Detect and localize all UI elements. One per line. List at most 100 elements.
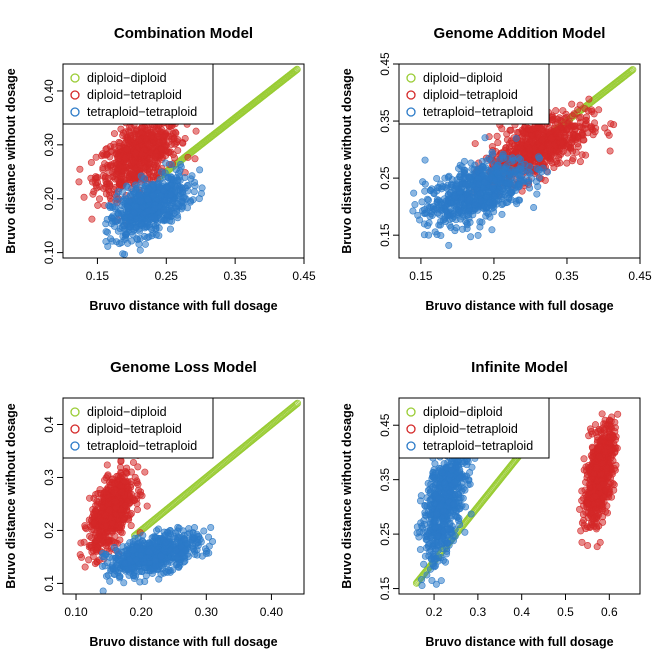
point	[90, 511, 98, 519]
point	[111, 203, 119, 211]
point	[526, 145, 534, 153]
point	[489, 150, 497, 158]
point	[460, 157, 468, 165]
point	[121, 250, 129, 258]
x-tick-label: 0.40	[260, 605, 284, 619]
point	[109, 212, 117, 220]
point	[421, 187, 429, 195]
x-tick-label: 0.45	[292, 269, 316, 283]
point	[490, 161, 498, 169]
point	[482, 164, 490, 172]
point	[607, 120, 615, 128]
point	[499, 152, 507, 160]
point	[103, 461, 111, 469]
point	[614, 410, 622, 418]
point	[485, 199, 493, 207]
point	[115, 240, 123, 248]
point	[131, 164, 139, 172]
point	[466, 195, 474, 203]
point	[426, 212, 434, 220]
point	[77, 539, 85, 547]
x-axis-label: Bruvo distance with full dosage	[89, 299, 277, 313]
point	[107, 161, 115, 169]
point	[162, 159, 170, 167]
point	[193, 551, 201, 559]
point	[102, 220, 110, 228]
point	[136, 197, 144, 205]
point	[166, 225, 174, 233]
point	[138, 150, 146, 158]
y-tick-label: 0.30	[42, 133, 56, 157]
point	[151, 557, 159, 565]
point	[585, 95, 593, 103]
point	[125, 571, 133, 579]
point	[177, 202, 185, 210]
point	[190, 188, 198, 196]
point	[122, 502, 130, 510]
point	[518, 135, 526, 143]
point	[99, 184, 107, 192]
point	[564, 149, 572, 157]
point	[152, 231, 160, 239]
point	[151, 204, 159, 212]
point	[124, 483, 132, 491]
y-axis: 0.150.250.350.45	[378, 52, 399, 247]
point	[576, 123, 584, 131]
point	[529, 125, 537, 133]
point	[544, 168, 552, 176]
x-tick-label: 0.45	[628, 269, 652, 283]
point	[92, 179, 100, 187]
point	[499, 185, 507, 193]
y-tick-label: 0.20	[42, 187, 56, 211]
y-tick-label: 0.40	[42, 79, 56, 103]
point	[437, 232, 445, 240]
series-2	[102, 159, 206, 258]
point	[493, 132, 501, 140]
point	[150, 565, 158, 573]
point	[498, 125, 506, 133]
point	[411, 201, 419, 209]
x-axis: 0.15 0.25 0.35 0.45	[409, 258, 652, 283]
x-tick-label: 0.25	[155, 269, 179, 283]
point	[165, 148, 173, 156]
point	[181, 546, 189, 554]
x-tick-label: 0.15	[86, 269, 110, 283]
point	[546, 157, 554, 165]
point	[137, 172, 145, 180]
point	[104, 242, 112, 250]
point	[534, 131, 542, 139]
point	[106, 191, 114, 199]
panel-title: Combination Model	[114, 25, 253, 42]
point	[115, 210, 123, 218]
point	[102, 522, 110, 530]
point	[132, 215, 140, 223]
point	[124, 239, 132, 247]
point	[145, 155, 153, 163]
point	[293, 65, 301, 73]
point	[533, 190, 541, 198]
point	[122, 230, 130, 238]
x-tick-label: 0.30	[195, 605, 219, 619]
point	[435, 184, 443, 192]
point	[100, 552, 108, 560]
point	[441, 174, 449, 182]
point	[541, 176, 549, 184]
point	[126, 123, 134, 131]
point	[170, 533, 178, 541]
point	[511, 142, 519, 150]
point	[528, 138, 536, 146]
point	[196, 166, 204, 174]
point	[505, 195, 513, 203]
point	[513, 200, 521, 208]
point	[135, 240, 143, 248]
point	[100, 489, 108, 497]
point	[108, 562, 116, 570]
point	[132, 572, 140, 580]
point	[118, 488, 126, 496]
point	[111, 498, 119, 506]
point	[81, 563, 89, 571]
point	[164, 210, 172, 218]
point	[578, 151, 586, 159]
legend-label: diploid−tetraploid	[423, 88, 518, 102]
